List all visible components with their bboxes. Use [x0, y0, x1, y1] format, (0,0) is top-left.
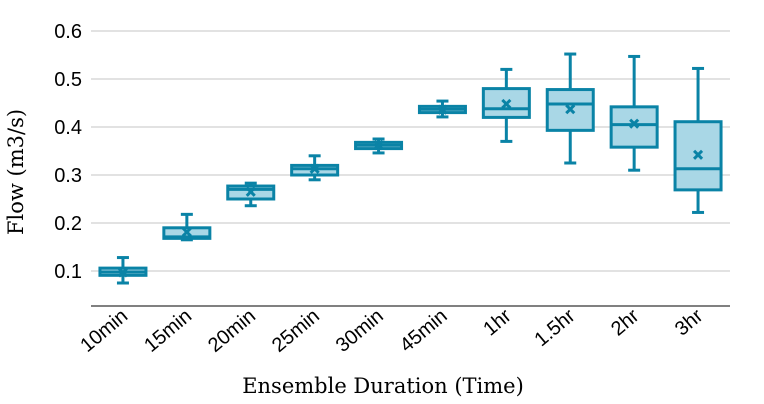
mean-marker	[309, 163, 320, 174]
x-tick-label: 45min	[396, 305, 452, 357]
y-tick-label: 0.3	[54, 165, 82, 187]
mean-marker	[565, 104, 576, 115]
mean-marker	[501, 98, 512, 110]
x-tick-label: 25min	[268, 305, 324, 357]
box-2hr	[609, 54, 659, 172]
gridlines	[91, 30, 730, 272]
y-tick-label: 0.4	[54, 117, 82, 139]
y-tick-label: 0.5	[54, 69, 82, 91]
x-tick-label: 10min	[76, 305, 132, 357]
x-tick-label: 20min	[204, 305, 260, 357]
y-tick-labels: 0.1 0.2 0.3 0.4 0.5 0.6	[54, 21, 82, 283]
mean-marker	[692, 149, 704, 160]
y-tick-label: 0.6	[54, 21, 82, 43]
box-10min	[98, 256, 148, 285]
x-tick-label: 1hr	[479, 305, 516, 341]
x-axis-label: Ensemble Duration (Time)	[242, 374, 524, 398]
box-1.5hr	[545, 52, 595, 165]
box-series	[98, 52, 723, 285]
mean-marker	[245, 186, 256, 197]
box-20min	[226, 181, 276, 208]
mean-marker	[437, 104, 448, 115]
mean-marker	[373, 140, 384, 151]
box-25min	[290, 154, 340, 182]
y-tick-label: 0.2	[54, 213, 82, 235]
x-tick-label: 3hr	[671, 305, 708, 341]
x-tick-label: 2hr	[607, 305, 644, 341]
box-1hr	[481, 67, 531, 143]
mean-marker	[181, 227, 192, 238]
box-3hr	[673, 66, 723, 214]
x-tick-label: 1.5hr	[530, 305, 579, 351]
iqr-box	[609, 105, 659, 149]
box-30min	[354, 137, 404, 155]
box-15min	[162, 212, 212, 242]
y-tick-label: 0.1	[54, 261, 82, 283]
box-45min	[417, 99, 467, 119]
mean-marker	[629, 118, 640, 129]
x-tick-label: 30min	[332, 305, 388, 357]
x-tick-labels: 10min 15min 20min 25min 30min 45min 1hr 1.5hr 2h…	[76, 305, 707, 357]
mean-marker	[117, 267, 129, 278]
x-tick-label: 15min	[140, 305, 196, 357]
y-axis-label: Flow (m3/s)	[4, 109, 28, 235]
